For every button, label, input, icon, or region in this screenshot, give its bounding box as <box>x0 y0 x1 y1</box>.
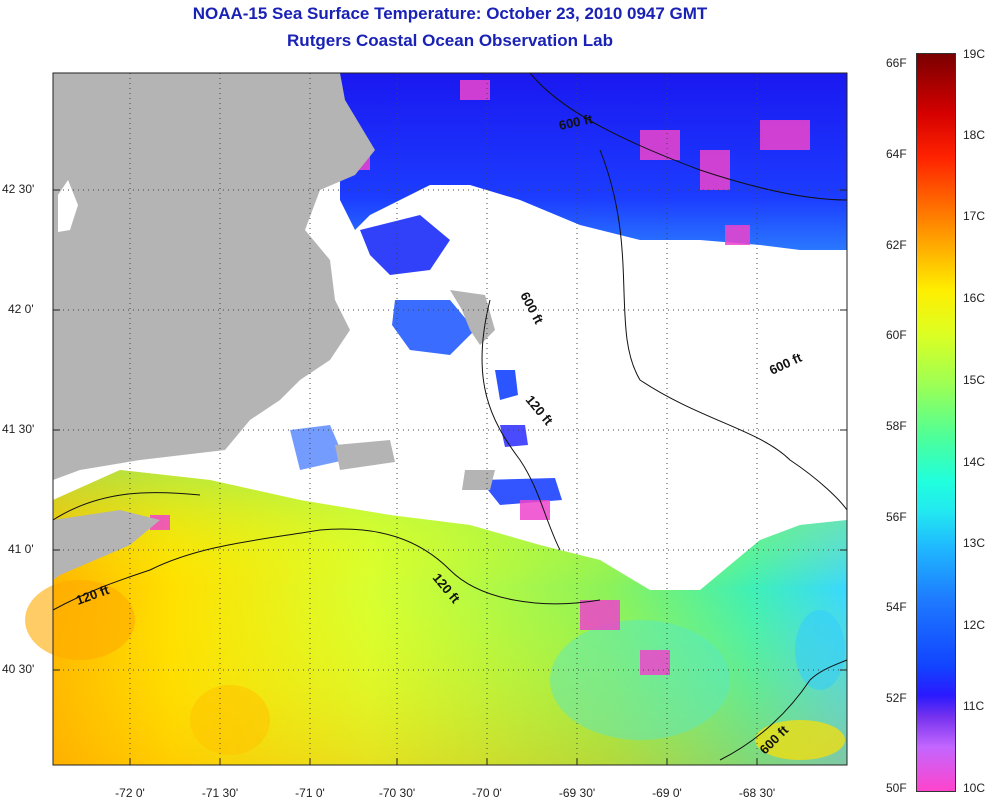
lat-label: 41 0' <box>8 542 34 556</box>
temperature-colorbar <box>916 53 956 792</box>
colorbar-f-label: 62F <box>886 238 907 252</box>
lon-label: -70 30' <box>378 786 416 800</box>
colorbar-c-label: 12C <box>963 618 986 632</box>
lat-label: 42 30' <box>2 182 35 196</box>
map-title: NOAA-15 Sea Surface Temperature: October… <box>192 4 708 23</box>
sst-map: 600 ft 600 ft 600 ft 120 ft 120 ft 120 f… <box>25 72 848 766</box>
contour-label: 600 ft <box>558 111 595 133</box>
colorbar-f-label: 64F <box>886 147 907 161</box>
graticule <box>53 73 847 765</box>
lon-label: -72 0' <box>115 786 145 800</box>
colorbar-c-label: 17C <box>963 209 986 223</box>
colorbar-c-label: 15C <box>963 373 986 387</box>
colorbar-c-label: 16C <box>963 291 986 305</box>
cold-water-region <box>340 73 847 250</box>
colorbar-c-label: 10C <box>963 781 986 795</box>
colorbar-c-label: 14C <box>963 455 986 469</box>
lon-label: -69 30' <box>558 786 596 800</box>
colorbar-f-label: 52F <box>886 691 907 705</box>
colorbar-f-label: 50F <box>886 781 907 795</box>
colorbar-c-label: 13C <box>963 536 986 550</box>
lon-label: -68 30' <box>738 786 776 800</box>
colorbar-f-label: 66F <box>886 56 907 70</box>
lon-label: -71 30' <box>201 786 239 800</box>
depth-contours <box>52 72 848 761</box>
lat-label: 40 30' <box>2 662 35 676</box>
plot-frame <box>52 72 848 766</box>
colorbar-f-label: 54F <box>886 600 907 614</box>
lon-label: -71 0' <box>295 786 325 800</box>
colorbar-c-label: 18C <box>963 128 986 142</box>
colorbar-c-label: 11C <box>963 699 985 713</box>
colorbar-c-label: 19C <box>963 47 986 61</box>
colorbar-f-label: 58F <box>886 419 907 433</box>
map-subtitle: Rutgers Coastal Ocean Observation Lab <box>287 31 613 50</box>
lat-label: 41 30' <box>2 422 35 436</box>
colorbar-f-label: 56F <box>886 510 907 524</box>
colorbar-f-label: 60F <box>886 328 907 342</box>
lon-label: -69 0' <box>652 786 682 800</box>
lat-label: 42 0' <box>8 302 34 316</box>
land-region <box>53 73 375 480</box>
lon-label: -70 0' <box>472 786 502 800</box>
